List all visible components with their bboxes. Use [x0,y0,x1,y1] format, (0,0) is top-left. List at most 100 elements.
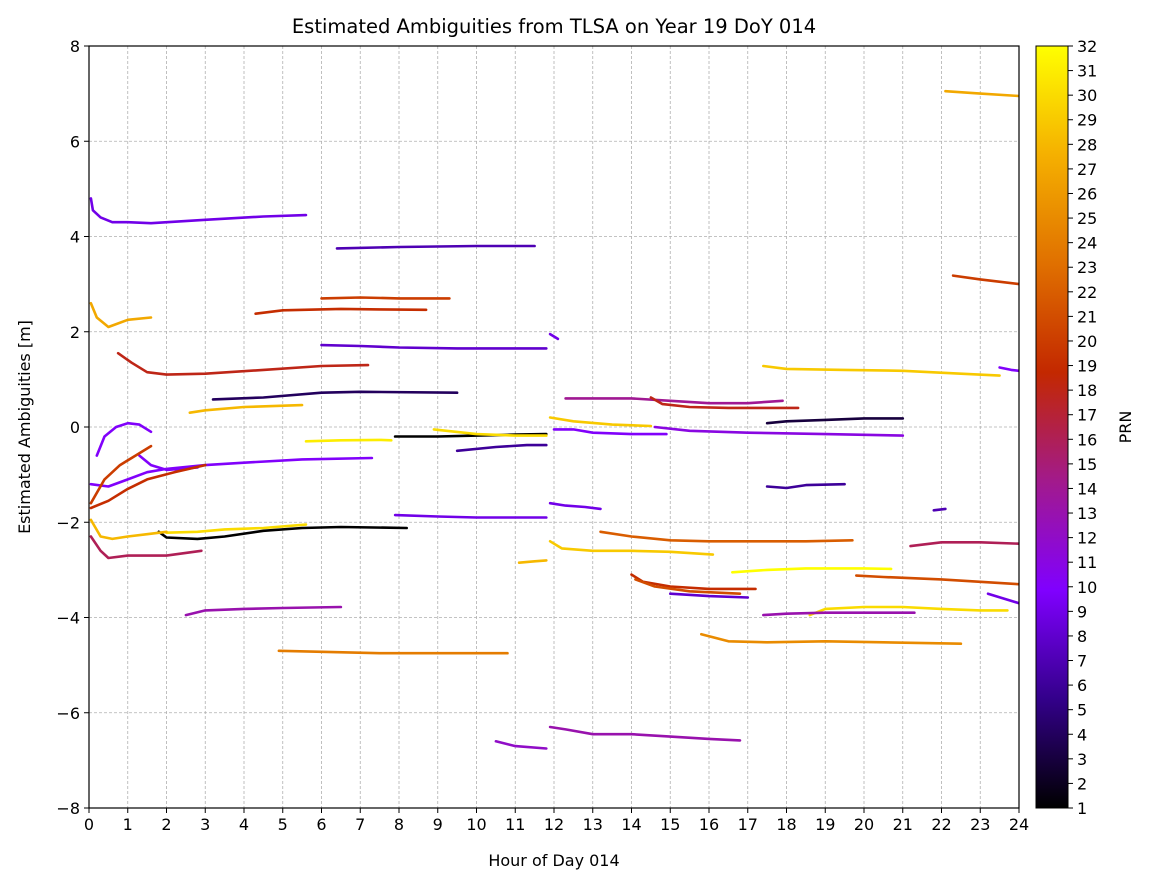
prn-18-arc [116,351,370,376]
colorbar-tick-label: 21 [1077,307,1097,326]
x-tick-label: 16 [699,815,719,834]
prn-32-arc [730,567,893,574]
x-tick-label: 7 [355,815,365,834]
colorbar-tick-label: 29 [1077,111,1097,130]
prn-20-arc [89,444,153,505]
colorbar-tick-label: 3 [1077,750,1087,769]
prn-10-arc [552,428,668,436]
prn-31-arc [304,438,393,443]
prn-29-arc [548,539,715,556]
x-tick-label: 8 [394,815,404,834]
prn-10-arc [89,456,374,488]
colorbar-tick-label: 17 [1077,406,1097,425]
prn-6-arc [765,482,846,490]
prn-30-arc [165,523,308,535]
prn-19-arc [89,463,207,510]
y-axis-label: Estimated Ambiguities [m] [15,320,34,534]
prn-11-arc [653,425,905,437]
colorbar-tick-label: 11 [1077,553,1097,572]
prn-22-arc [599,530,854,543]
prn-28-arc [517,559,548,565]
prn-29-arc [761,364,1001,377]
x-tick-label: 15 [660,815,680,834]
prn-7-arc [335,244,536,250]
colorbar-tick-label: 24 [1077,234,1097,253]
prn-16-arc [909,540,1019,548]
colorbar-tick-label: 20 [1077,332,1097,351]
colorbar-label: PRN [1116,411,1135,444]
prn-14-arc [564,397,784,405]
colorbar-tick-label: 15 [1077,455,1097,474]
x-tick-label: 23 [970,815,990,834]
series-layer [89,89,1019,750]
colorbar-tick-label: 2 [1077,774,1087,793]
y-tick-label: 4 [70,228,80,247]
colorbar-tick-label: 13 [1077,504,1097,523]
y-tick-label: −8 [56,799,80,818]
prn-10-arc [138,454,199,472]
prn-18-arc [649,396,800,410]
grid [88,45,1020,809]
colorbar-tick-label: 28 [1077,135,1097,154]
prn-30-arc [432,428,548,437]
prn-28-arc [89,518,168,541]
prn-8-arc [668,592,750,599]
prn-12-arc [494,739,548,750]
y-tick-label: −6 [56,704,80,723]
prn-20-arc [951,274,1019,286]
y-tick-label: −4 [56,609,80,628]
prn-9-arc [548,501,602,511]
colorbar-tick-label: 5 [1077,701,1087,720]
colorbar-tick-label: 19 [1077,357,1097,376]
colorbar-tick-label: 18 [1077,381,1097,400]
x-axis-label: Hour of Day 014 [488,851,619,870]
prn-16-arc [89,535,203,560]
x-tick-label: 10 [466,815,486,834]
colorbar-tick-label: 12 [1077,529,1097,548]
x-tick-label: 19 [815,815,835,834]
x-tick-label: 5 [278,815,288,834]
colorbar-tick-label: 25 [1077,209,1097,228]
prn-27-arc [89,301,153,329]
y-tick-label: 6 [70,132,80,151]
colorbar-tick-label: 27 [1077,160,1097,179]
colorbar-tick-label: 7 [1077,652,1087,671]
prn-3-arc [765,417,905,425]
prn-6-arc [455,443,548,453]
y-axis: −8 −6 −4 −2 0 2 4 6 8 [56,37,89,818]
colorbar-tick-label: 10 [1077,578,1097,597]
prn-13-arc [548,725,742,742]
colorbar-tick-label: 23 [1077,258,1097,277]
x-tick-label: 4 [239,815,249,834]
colorbar: 1234567891011121314151617181920212223242… [1035,37,1097,818]
x-tick-label: 11 [505,815,525,834]
chart-title: Estimated Ambiguities from TLSA on Year … [292,15,816,38]
x-tick-label: 22 [931,815,951,834]
x-tick-label: 12 [544,815,564,834]
prn-7-arc [932,507,947,512]
colorbar-tick-label: 30 [1077,86,1097,105]
prn-9-arc [89,197,308,225]
prn-21-arc [854,574,1019,586]
colorbar-tick-label: 16 [1077,430,1097,449]
prn-13-arc [184,605,343,617]
x-tick-label: 17 [738,815,758,834]
prn-13-arc [761,611,916,617]
x-tick-label: 6 [316,815,326,834]
x-tick-label: 24 [1009,815,1029,834]
colorbar-tick-label: 26 [1077,184,1097,203]
x-tick-label: 13 [583,815,603,834]
x-tick-label: 0 [84,815,94,834]
x-tick-label: 3 [200,815,210,834]
x-tick-label: 21 [893,815,913,834]
colorbar-tick-label: 1 [1077,799,1087,818]
colorbar-tick-label: 31 [1077,62,1097,81]
prn-27-arc [944,89,1019,98]
prn-8-arc [320,343,548,350]
colorbar-tick-label: 9 [1077,602,1087,621]
prn-9-arc [393,513,548,519]
prn-20-arc [320,296,451,300]
x-tick-label: 14 [621,815,641,834]
colorbar-tick-label: 22 [1077,283,1097,302]
